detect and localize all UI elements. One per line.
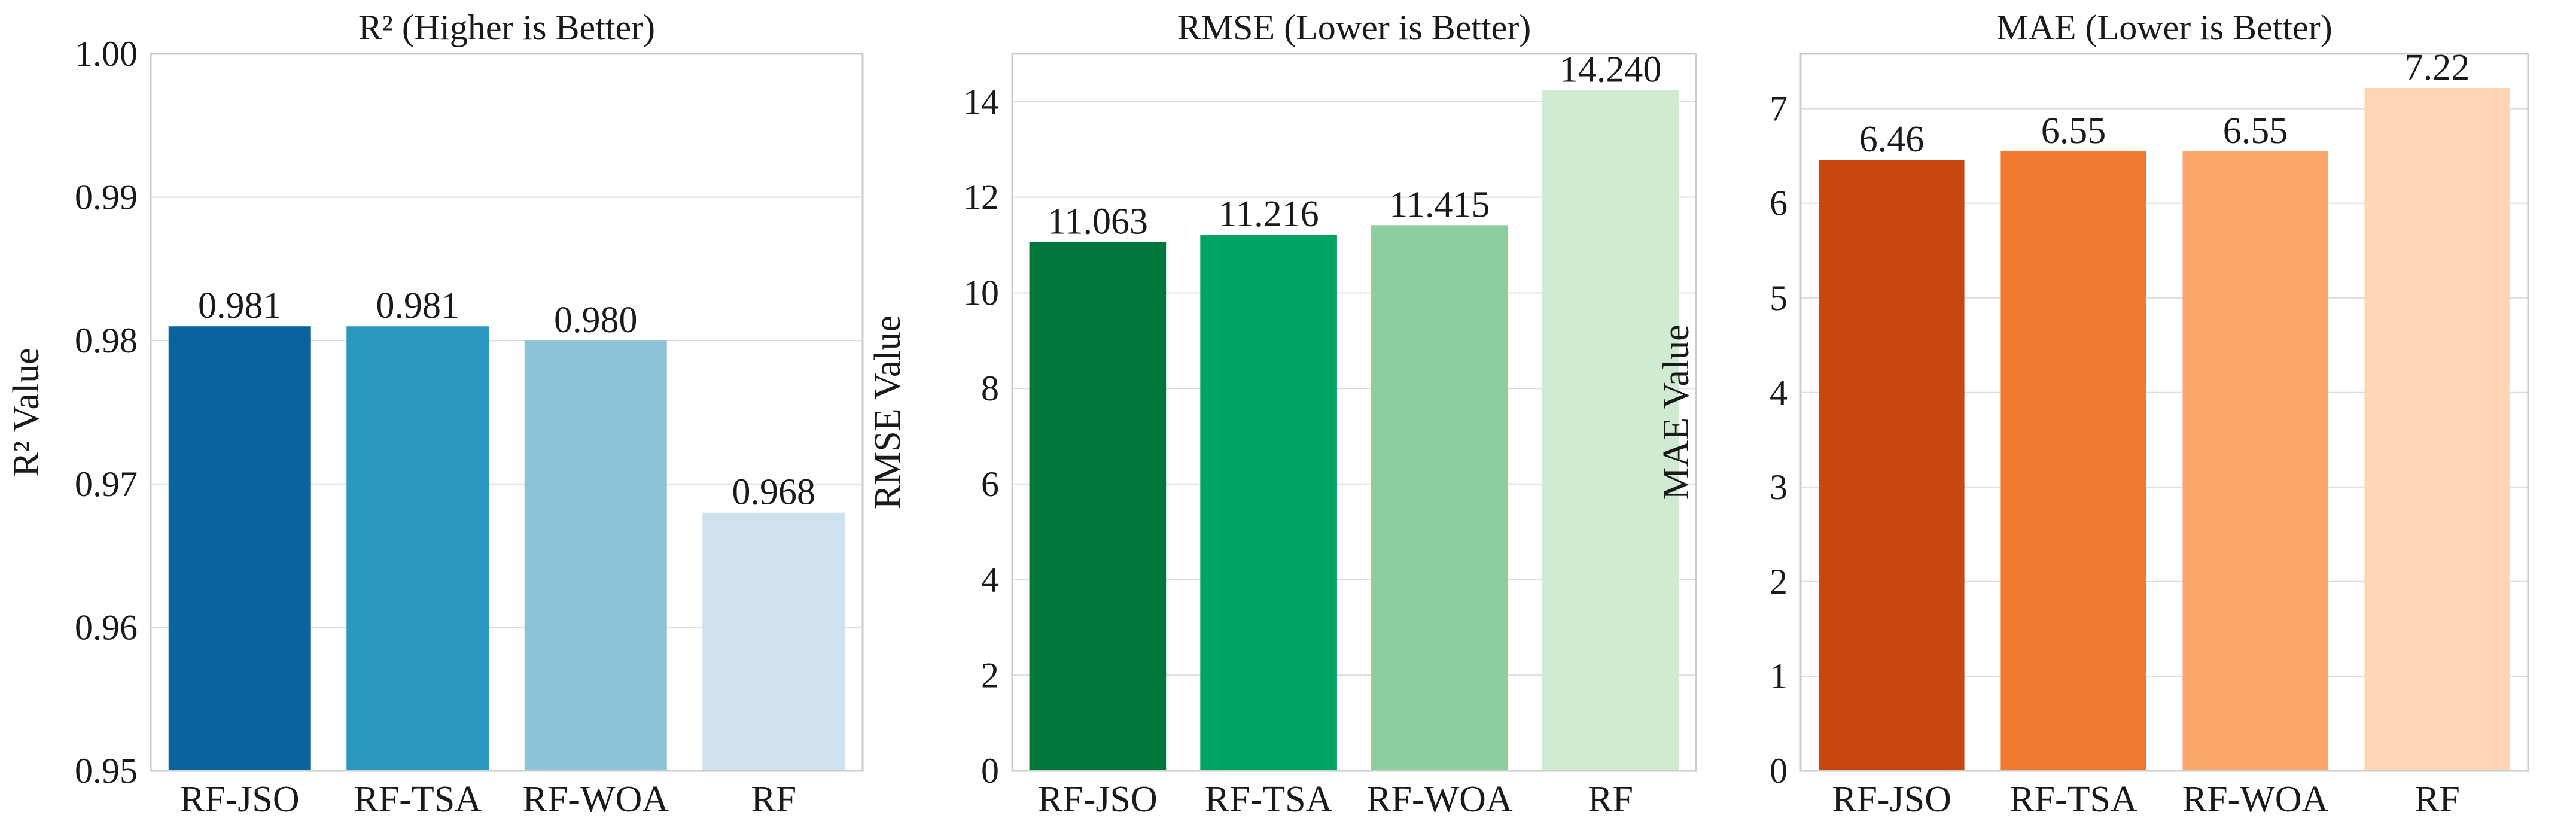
- y-tick-label: 1.00: [75, 34, 138, 74]
- y-tick-label: 4: [1770, 373, 1788, 412]
- y-tick-label: 10: [963, 273, 999, 312]
- y-axis-label: RMSE Value: [867, 315, 908, 509]
- x-tick-label: RF-WOA: [2182, 779, 2329, 820]
- x-tick-label: RF-TSA: [1205, 779, 1333, 820]
- chart-panel-2: 0 2 4 6 8 10 12 14 11.063 RF-JSO 11.216 RF-TSA 11.41…: [867, 8, 1697, 820]
- bar-rf: [2364, 87, 2510, 771]
- y-tick-label: 4: [981, 560, 999, 600]
- x-tick-label: RF-TSA: [354, 779, 482, 820]
- y-tick-label: 3: [1770, 467, 1788, 507]
- x-tick-label: RF: [2414, 779, 2460, 820]
- y-tick-label: 8: [981, 369, 999, 408]
- data-label: 14.240: [1560, 50, 1662, 90]
- y-tick-label: 6: [1770, 184, 1788, 223]
- bar-rf-jso: [1029, 242, 1167, 771]
- y-tick-label: 0: [981, 751, 999, 790]
- plot-frame: [1799, 53, 2529, 772]
- x-tick-label: RF: [751, 779, 796, 820]
- chart-panel-1: 0.95 0.96 0.97 0.98 0.99 1.00 0.981 RF-JSO 0.981…: [6, 8, 864, 820]
- data-label: 0.981: [198, 285, 282, 326]
- y-tick-label: 6: [981, 464, 999, 504]
- chart-title: R² (Higher is Better): [358, 8, 655, 47]
- bar-rf-woa: [524, 340, 667, 771]
- y-axis-label: MAE Value: [1656, 324, 1697, 500]
- y-tick-label: 2: [1770, 562, 1788, 601]
- y-tick-label: 12: [963, 178, 999, 217]
- y-tick-label: 14: [963, 82, 999, 121]
- bar-rf-tsa: [2000, 151, 2146, 771]
- bar-rf-tsa: [346, 326, 489, 771]
- x-tick-label: RF-WOA: [1366, 779, 1513, 820]
- x-tick-label: RF: [1588, 779, 1633, 820]
- x-tick-label: RF-WOA: [522, 779, 669, 820]
- y-tick-label: 5: [1770, 278, 1788, 318]
- data-label: 11.063: [1048, 201, 1148, 242]
- bar-rf: [1542, 90, 1679, 771]
- y-tick-label: 0: [1770, 751, 1788, 790]
- bar-rf-tsa: [1200, 235, 1337, 771]
- bar-rf-woa: [1371, 225, 1508, 771]
- chart-panel-3: 012345676.46RF-JSO6.55RF-TSA6.55RF-WOA7.…: [1656, 8, 2529, 820]
- data-label: 11.415: [1389, 184, 1490, 225]
- y-tick-label: 7: [1770, 89, 1788, 129]
- x-tick-label: RF-JSO: [180, 779, 300, 820]
- x-tick-label: RF-JSO: [1832, 779, 1951, 820]
- bar-rf: [702, 512, 845, 771]
- bar-rf-woa: [2182, 151, 2328, 771]
- y-tick-label: 1: [1770, 656, 1788, 696]
- data-label: 0.980: [554, 300, 638, 340]
- chart-title: RMSE (Lower is Better): [1177, 8, 1531, 47]
- bar-rf-jso: [168, 326, 311, 771]
- data-label: 11.216: [1219, 194, 1319, 235]
- x-tick-label: RF-TSA: [2009, 779, 2137, 820]
- bar-rf-jso: [1819, 160, 1965, 771]
- y-tick-label: 0.99: [75, 178, 138, 217]
- y-tick-label: 0.96: [75, 607, 138, 647]
- y-tick-label: 0.95: [75, 751, 138, 790]
- chart-title: MAE (Lower is Better): [1996, 8, 2333, 47]
- data-label: 6.46: [1859, 119, 1925, 160]
- plot-frame: [150, 53, 864, 772]
- data-label: 6.55: [2223, 111, 2288, 151]
- data-label: 0.968: [732, 472, 816, 513]
- y-tick-label: 0.98: [75, 321, 138, 360]
- y-axis-label: R² Value: [6, 348, 47, 477]
- data-label: 0.981: [376, 285, 460, 326]
- data-label: 6.55: [2041, 111, 2106, 151]
- plot-frame: [1011, 53, 1697, 772]
- y-tick-label: 0.97: [75, 464, 138, 504]
- x-tick-label: RF-JSO: [1038, 779, 1158, 820]
- y-tick-label: 2: [981, 655, 999, 695]
